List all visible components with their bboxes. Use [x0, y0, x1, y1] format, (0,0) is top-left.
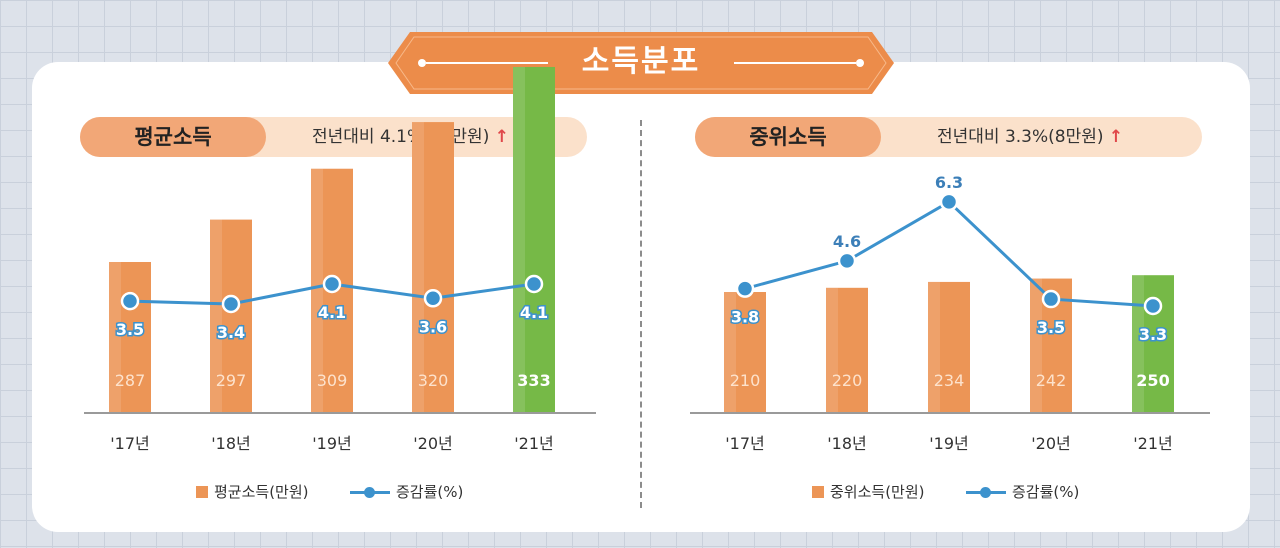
bar-shade	[210, 219, 222, 412]
x-tick-label: '20년	[1031, 434, 1070, 453]
x-tick-label: '20년	[413, 434, 452, 453]
panel-divider	[640, 120, 642, 508]
legend-bar-label: 평균소득(만원)	[214, 483, 309, 501]
bar-value-label: 297	[216, 371, 247, 390]
line-value-label: 3.4	[217, 323, 245, 342]
up-arrow-icon: ↑	[494, 127, 509, 147]
line-value-label: 3.6	[419, 317, 447, 336]
page-title: 소득분포	[581, 44, 701, 79]
bar-value-label: 333	[517, 371, 550, 390]
x-tick-label: '17년	[725, 434, 764, 453]
bar-shade	[826, 287, 838, 412]
average-income-chart: 287 '17년 297 '18년 309 '19년 320 '20년 333 '21년 3.5 3.…	[84, 66, 596, 453]
bar-swatch-icon	[196, 486, 208, 498]
up-arrow-icon: ↑	[1108, 127, 1124, 147]
line-point	[221, 294, 241, 314]
legend-line-label: 증감률(%)	[1012, 483, 1080, 501]
line-value-label: 6.3	[935, 173, 963, 192]
bar	[109, 262, 151, 412]
line-value-label: 3.5	[1037, 318, 1065, 337]
line-value-label: 4.6	[833, 232, 861, 251]
bar-shade	[311, 168, 323, 412]
legend-line-item: 증감률(%)	[350, 480, 463, 504]
line-point	[524, 274, 544, 294]
right-panel-heading: 중위소득	[695, 117, 881, 157]
bar-shade	[109, 262, 121, 412]
x-tick-label: '21년	[1133, 434, 1172, 453]
x-tick-label: '19년	[929, 434, 968, 453]
bar	[724, 292, 766, 412]
x-tick-label: '19년	[312, 434, 351, 453]
bar	[928, 281, 970, 412]
legend-line-item: 증감률(%)	[966, 480, 1079, 504]
legend-bar-item: 평균소득(만원)	[196, 480, 309, 504]
bar-value-label: 320	[418, 371, 449, 390]
line-value-label: 3.8	[731, 308, 759, 327]
bar	[826, 287, 868, 412]
x-tick-label: '17년	[110, 434, 149, 453]
bar-swatch-icon	[812, 486, 824, 498]
line-point	[423, 289, 443, 308]
right-summary-pill: 중위소득 전년대비 3.3%(8만원) ↑	[695, 117, 1202, 157]
bar-value-label: 309	[317, 371, 348, 390]
bar-shade	[724, 292, 736, 412]
bar-value-label: 242	[1036, 371, 1067, 390]
line-value-label: 4.1	[520, 303, 548, 322]
bar	[513, 66, 555, 413]
legend-bar-item: 중위소득(만원)	[812, 480, 925, 504]
line-value-label: 4.1	[318, 303, 346, 322]
left-summary-pill: 평균소득 전년대비 4.1%(13만원) ↑	[80, 117, 587, 157]
legend-line-label: 증감률(%)	[396, 483, 464, 501]
bar-shade	[1030, 278, 1042, 412]
x-tick-label: '21년	[514, 434, 553, 453]
legend-bar-label: 중위소득(만원)	[830, 483, 925, 501]
line-point	[837, 251, 857, 271]
bar-value-label: 250	[1136, 371, 1169, 390]
line-point	[322, 274, 342, 294]
right-note-text: 전년대비 3.3%(8만원)	[937, 127, 1104, 147]
line-value-label: 3.5	[116, 320, 144, 339]
bar	[412, 122, 454, 412]
bar-value-label: 234	[934, 371, 965, 390]
bar-shade	[928, 281, 940, 412]
line-point	[120, 291, 140, 311]
bar-shade	[412, 122, 424, 412]
left-panel-heading: 평균소득	[80, 117, 266, 157]
x-tick-label: '18년	[211, 434, 250, 453]
line-value-label: 3.3	[1139, 325, 1167, 344]
bar-value-label: 210	[730, 371, 761, 390]
line-point	[735, 279, 755, 298]
right-panel-note: 전년대비 3.3%(8만원) ↑	[937, 117, 1123, 157]
bar-value-label: 220	[832, 371, 863, 390]
bar-shade	[513, 66, 525, 413]
x-tick-label: '18년	[827, 434, 866, 453]
line-point	[1143, 296, 1163, 316]
bar-shade	[1132, 275, 1144, 412]
line-point	[1041, 289, 1061, 309]
line-swatch-icon	[966, 486, 1006, 498]
line-point	[939, 192, 959, 212]
bar-value-label: 287	[115, 371, 146, 390]
line-swatch-icon	[350, 486, 390, 498]
bar	[210, 219, 252, 412]
